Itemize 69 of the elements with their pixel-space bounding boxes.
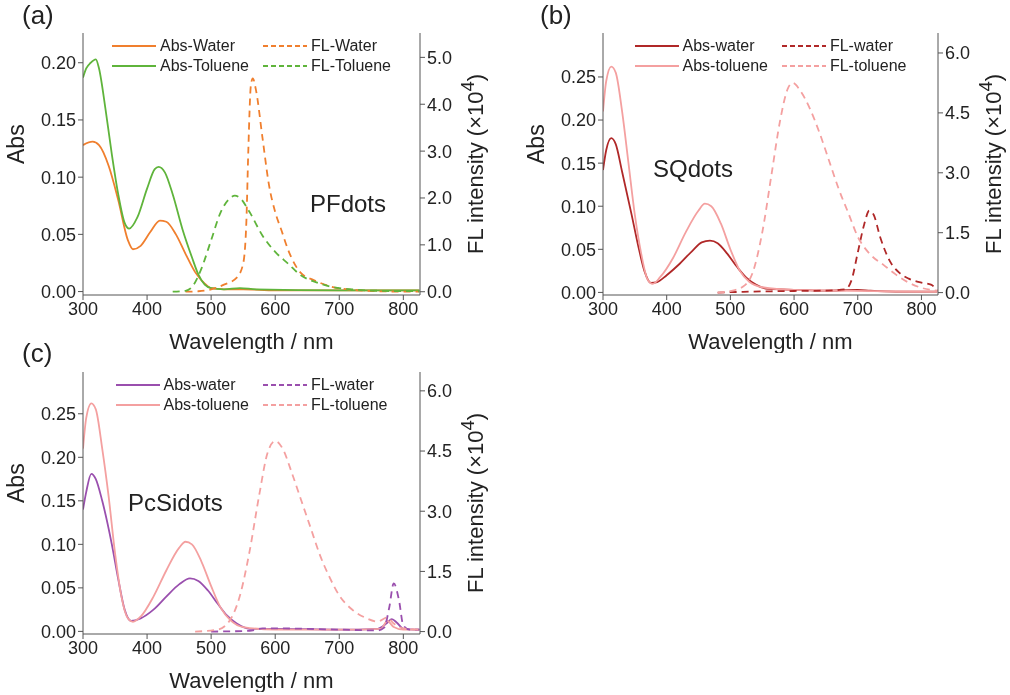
legend-label: FL-water — [829, 37, 894, 55]
legend-label: Abs-water — [163, 376, 236, 394]
y-tick-label: 0.10 — [40, 167, 76, 188]
y2-tick-label: 0.0 — [945, 282, 971, 303]
y2-tick-label: 6.0 — [427, 381, 453, 402]
x-axis-title: Wavelength / nm — [169, 668, 334, 693]
x-tick-label: 800 — [906, 298, 937, 319]
x-tick-label: 700 — [324, 637, 355, 658]
y2-tick-label: 4.5 — [945, 103, 971, 124]
y2-tick-label: 1.5 — [427, 561, 453, 582]
legend-label: FL-water — [310, 376, 375, 394]
y-axis-title: Abs — [3, 463, 30, 503]
y-tick-label: 0.10 — [40, 534, 76, 555]
x-axis-title: Wavelength / nm — [688, 329, 853, 354]
y2-tick-label: 0.0 — [427, 621, 453, 642]
text: (a) — [22, 0, 54, 31]
y2-tick-label: 1.0 — [427, 235, 453, 256]
legend-label: FL-Toluene — [310, 57, 391, 75]
x-tick-label: 400 — [132, 637, 163, 658]
x-tick-label: 500 — [196, 637, 227, 658]
y-tick-label: 0.20 — [560, 110, 596, 131]
y-tick-label: 0.10 — [560, 196, 596, 217]
legend-label: Abs-Toluene — [160, 57, 249, 75]
y-tick-label: 0.25 — [560, 67, 596, 88]
y2-tick-label: 3.0 — [427, 501, 453, 522]
y2-tick-label: 4.5 — [427, 441, 453, 462]
y-tick-label: 0.05 — [560, 239, 596, 260]
legend-label: FL-toluene — [310, 396, 388, 414]
x-tick-label: 400 — [132, 298, 163, 319]
legend-label: Abs-toluene — [682, 57, 768, 75]
y2-tick-label: 5.0 — [427, 47, 453, 68]
y-tick-label: 0.15 — [40, 110, 76, 131]
y-tick-label: 0.05 — [40, 578, 76, 599]
x-tick-label: 700 — [324, 298, 355, 319]
x-tick-label: 600 — [260, 637, 291, 658]
y2-tick-label: 2.0 — [427, 188, 453, 209]
y2-tick-label: 3.0 — [945, 163, 971, 184]
y2-tick-label: 1.5 — [945, 223, 971, 244]
y-tick-label: 0.15 — [40, 491, 76, 512]
x-axis-title: Wavelength / nm — [169, 329, 334, 354]
annotation: SQdots — [653, 155, 734, 183]
x-tick-label: 700 — [842, 298, 873, 319]
y2-tick-label: 4.0 — [427, 94, 453, 115]
y-tick-label: 0.20 — [40, 447, 76, 468]
text: (b) — [540, 0, 572, 31]
x-tick-label: 500 — [196, 298, 227, 319]
y-tick-label: 0.05 — [40, 224, 76, 245]
annotation: PcSidots — [128, 489, 223, 517]
y-tick-label: 0.25 — [40, 404, 76, 425]
annotation: PFdots — [310, 190, 387, 218]
x-tick-label: 500 — [715, 298, 746, 319]
legend-label: Abs-water — [682, 37, 755, 55]
legend-label: Abs-Water — [160, 37, 235, 55]
y-tick-label: 0.15 — [560, 153, 596, 174]
legend-label: FL-Water — [310, 37, 378, 55]
text: (c) — [22, 338, 53, 369]
y-axis-title: Abs — [3, 124, 30, 164]
x-tick-label: 800 — [388, 298, 419, 319]
x-tick-label: 600 — [260, 298, 291, 319]
x-tick-label: 800 — [388, 637, 419, 658]
legend-label: FL-toluene — [829, 57, 907, 75]
x-tick-label: 400 — [651, 298, 682, 319]
y-tick-label: 0.20 — [40, 53, 76, 74]
x-tick-label: 600 — [779, 298, 810, 319]
y2-tick-label: 6.0 — [945, 43, 971, 64]
y-axis-title: Abs — [523, 124, 550, 164]
y2-tick-label: 0.0 — [427, 282, 453, 303]
legend-label: Abs-toluene — [163, 396, 249, 414]
y2-tick-label: 3.0 — [427, 141, 453, 162]
